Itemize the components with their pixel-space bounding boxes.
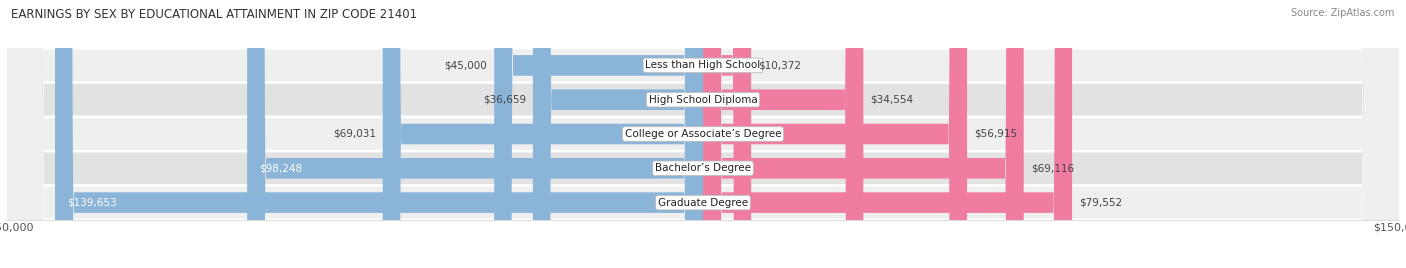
Text: $69,031: $69,031 (333, 129, 375, 139)
FancyBboxPatch shape (247, 0, 703, 268)
FancyBboxPatch shape (7, 0, 1399, 268)
FancyBboxPatch shape (533, 0, 703, 268)
FancyBboxPatch shape (7, 0, 1399, 268)
Text: $34,554: $34,554 (870, 95, 914, 105)
Text: High School Diploma: High School Diploma (648, 95, 758, 105)
Text: $79,552: $79,552 (1078, 198, 1122, 208)
FancyBboxPatch shape (703, 0, 1073, 268)
Text: EARNINGS BY SEX BY EDUCATIONAL ATTAINMENT IN ZIP CODE 21401: EARNINGS BY SEX BY EDUCATIONAL ATTAINMEN… (11, 8, 418, 21)
Text: Bachelor’s Degree: Bachelor’s Degree (655, 163, 751, 173)
FancyBboxPatch shape (55, 0, 703, 268)
Text: College or Associate’s Degree: College or Associate’s Degree (624, 129, 782, 139)
FancyBboxPatch shape (703, 0, 751, 268)
FancyBboxPatch shape (703, 0, 967, 268)
Text: Source: ZipAtlas.com: Source: ZipAtlas.com (1291, 8, 1395, 18)
Text: $45,000: $45,000 (444, 60, 488, 70)
FancyBboxPatch shape (382, 0, 703, 268)
FancyBboxPatch shape (7, 0, 1399, 268)
Text: $10,372: $10,372 (758, 60, 801, 70)
Text: $56,915: $56,915 (974, 129, 1017, 139)
FancyBboxPatch shape (703, 0, 1024, 268)
Text: $69,116: $69,116 (1031, 163, 1074, 173)
FancyBboxPatch shape (703, 0, 863, 268)
Text: $36,659: $36,659 (482, 95, 526, 105)
FancyBboxPatch shape (7, 0, 1399, 268)
Text: Graduate Degree: Graduate Degree (658, 198, 748, 208)
Text: Less than High School: Less than High School (645, 60, 761, 70)
Text: $98,248: $98,248 (259, 163, 302, 173)
Text: $139,653: $139,653 (66, 198, 117, 208)
FancyBboxPatch shape (7, 0, 1399, 268)
FancyBboxPatch shape (495, 0, 703, 268)
